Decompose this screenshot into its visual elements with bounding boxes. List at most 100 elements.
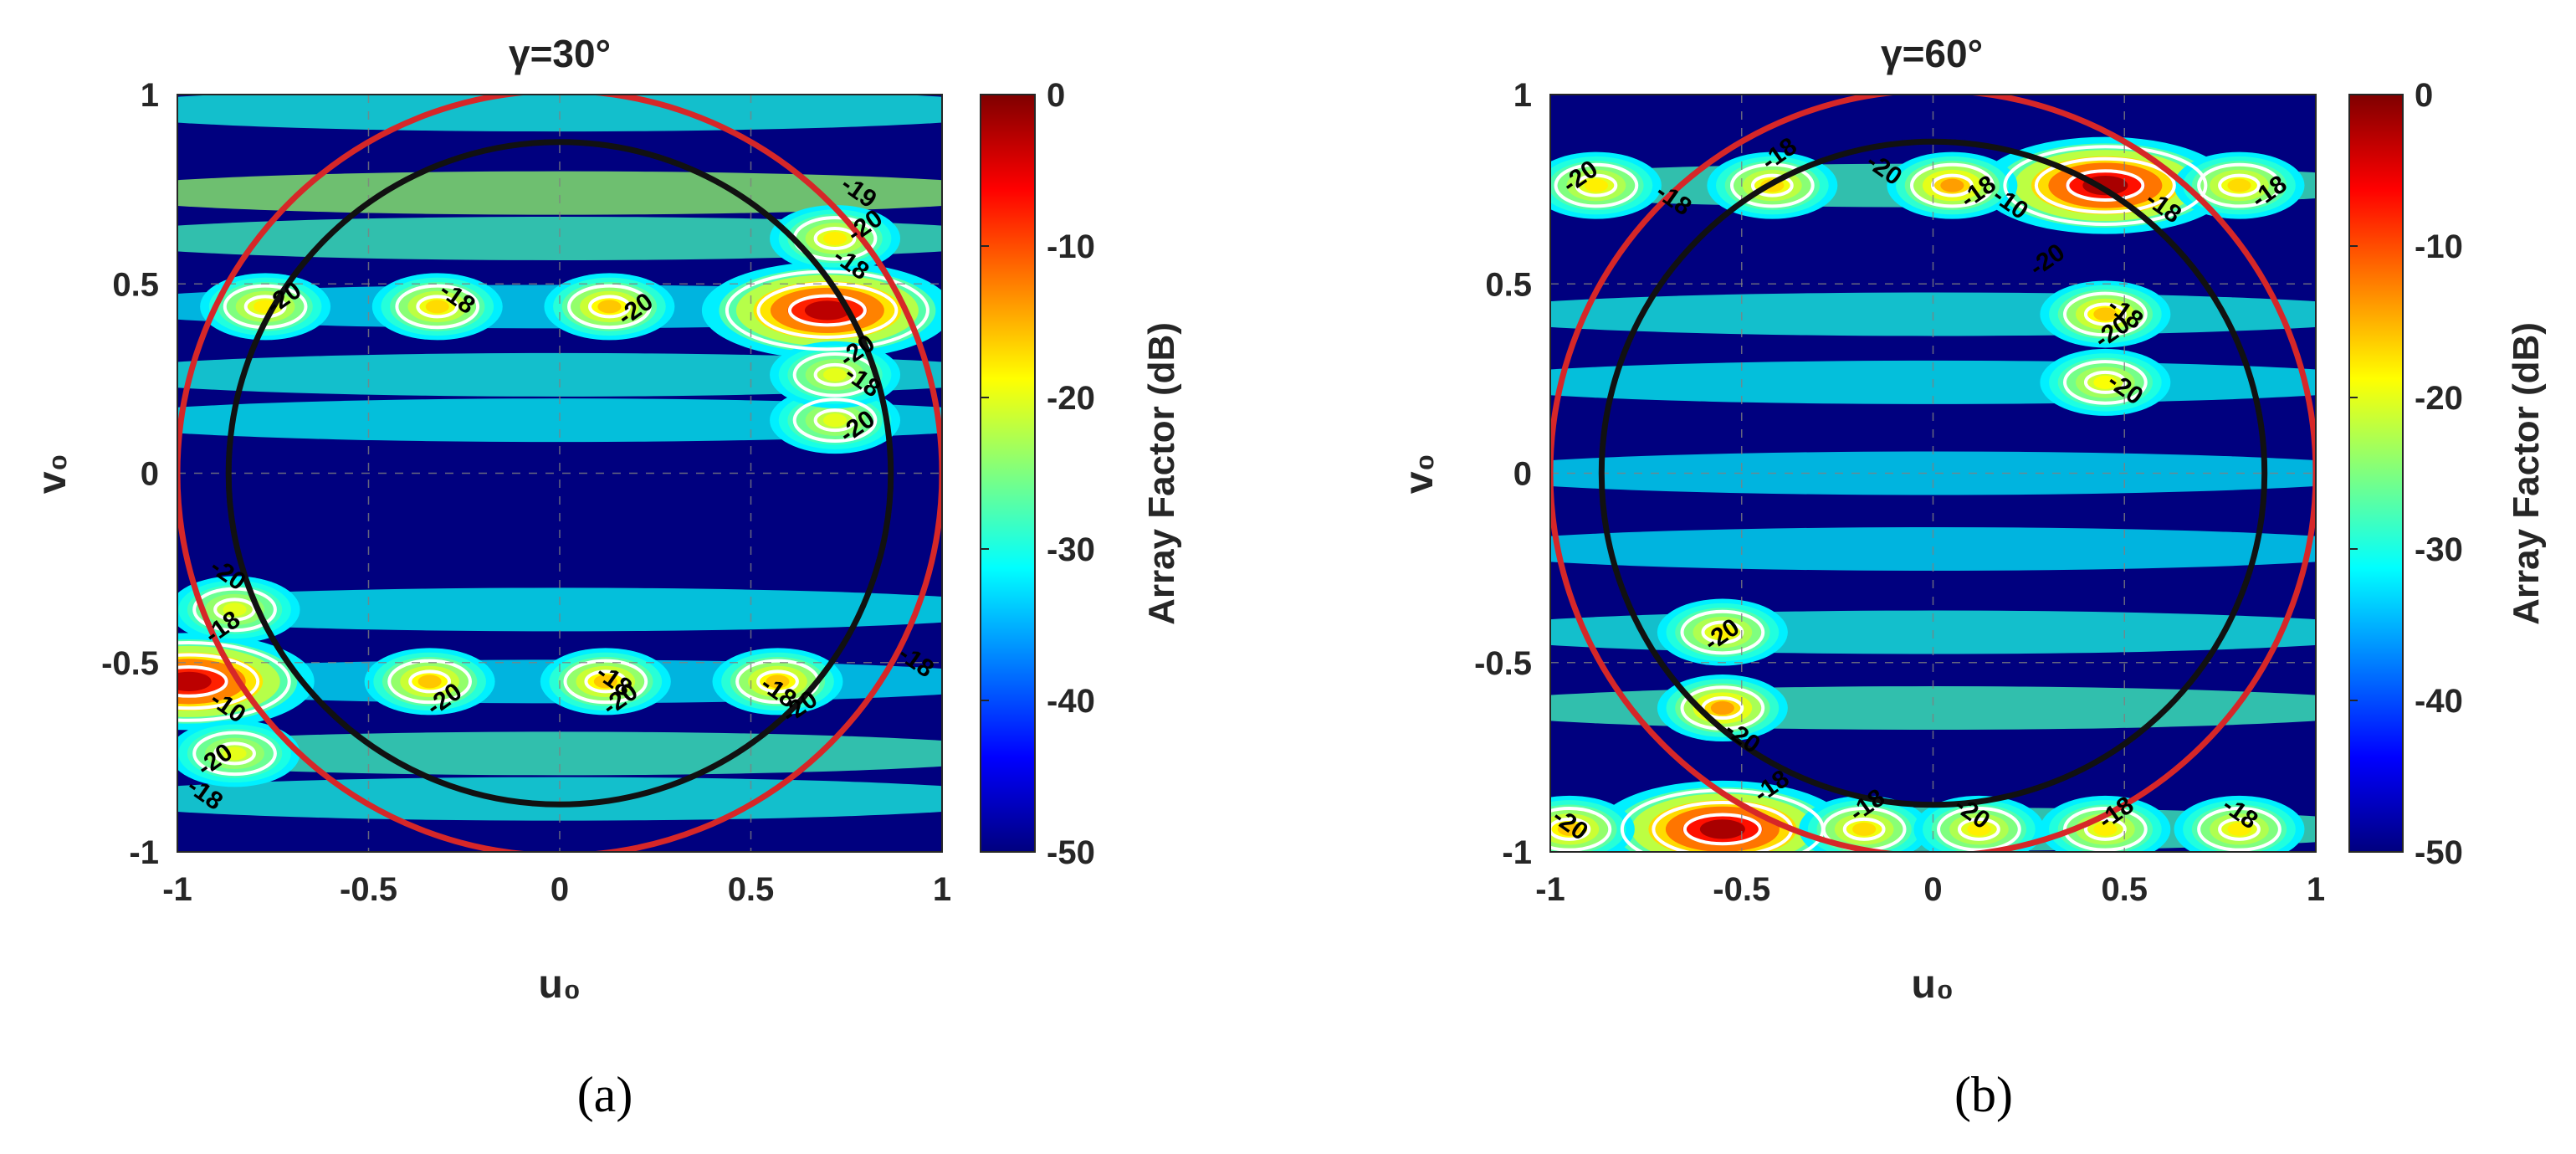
contour-line [192, 587, 277, 633]
contour-line [588, 295, 631, 319]
contour-line [2003, 145, 2208, 227]
contours [1550, 145, 2282, 852]
contour-line [756, 282, 899, 339]
lobe-level [2227, 822, 2251, 836]
y-tick-label: 0.5 [112, 266, 159, 303]
y-axis-label: v₀ [1397, 454, 1442, 494]
lobe-level [804, 300, 850, 321]
contour-line [213, 598, 256, 622]
contour-line [2218, 173, 2261, 197]
colorbar-tick-label: -50 [1047, 834, 1095, 871]
y-tick-label: -1 [1502, 834, 1532, 871]
y-tick-label: 0 [1513, 456, 1532, 493]
contour-line [813, 362, 857, 387]
lobe-level [1967, 822, 1991, 836]
colorbar-tick-label: 0 [2415, 77, 2433, 114]
x-tick-label: -0.5 [340, 871, 397, 908]
y-tick-label: 0 [141, 456, 159, 493]
contour-line [177, 640, 291, 722]
contour-line [1554, 162, 1639, 208]
y-tick-label: -0.5 [1474, 645, 1532, 682]
contour-line [756, 669, 799, 694]
x-tick-label: 1 [933, 871, 951, 908]
contour-line [1842, 817, 1886, 841]
contour-line [813, 226, 857, 250]
sidelobe-band [1550, 686, 2316, 731]
colorbar-scale [980, 94, 1036, 853]
lobe-level [1710, 701, 1734, 715]
contour-line [787, 294, 867, 327]
contour-line [1937, 807, 2021, 852]
y-tick-label: 0.5 [1485, 266, 1532, 303]
lobe-level [2093, 307, 2118, 321]
contour-line [192, 731, 277, 777]
colorbar-tick-label: 0 [1047, 77, 1065, 114]
chart-title: γ=60° [1881, 32, 1983, 75]
x-tick-label: 0 [1923, 871, 1942, 908]
contour-line [2083, 817, 2127, 841]
contour-line [395, 284, 480, 330]
x-tick-label: 0.5 [728, 871, 775, 908]
x-axis-label: u₀ [1912, 962, 1954, 1007]
contour-line [416, 295, 459, 319]
colorbar: 0 -10 -20 -30 -40 -50 Array Factor (dB) [2348, 77, 2547, 871]
colorbar-scale [2348, 94, 2404, 853]
lobe-level [1940, 178, 1964, 192]
contour-line [1550, 817, 1591, 841]
lobe-level [593, 674, 617, 689]
lobe-level [823, 367, 848, 382]
lobe [2040, 348, 2171, 416]
scan-limit-circle [225, 139, 894, 808]
contour-line [1680, 609, 1765, 655]
lobe-level [2093, 375, 2118, 389]
colorbar-ticks: 0 -10 -20 -30 -40 -50 [981, 77, 1095, 871]
caption-b: (b) [1954, 1067, 2013, 1122]
lobe [1550, 151, 1662, 219]
lobe-level [2093, 822, 2118, 836]
lobe-level [223, 603, 247, 617]
contour-line [1575, 173, 1618, 197]
lobe [701, 261, 942, 359]
lobe [371, 273, 503, 341]
contour-line [2197, 807, 2282, 852]
lobe-level [1710, 625, 1734, 639]
x-axis-label: u₀ [539, 962, 581, 1007]
lobe-level [177, 671, 212, 691]
y-tick-label: 1 [141, 77, 159, 114]
chart-panel-a: γ=30° -20 -18 -20-19-20-18-20-18-20-20-18-… [30, 32, 1182, 1122]
contour-line [2063, 360, 2148, 405]
lobe-level [1699, 819, 1745, 839]
contour-line [563, 659, 648, 705]
lobe-level [417, 674, 442, 689]
x-tick-label: 0 [551, 871, 569, 908]
colorbar: 0 -10 -20 -30 -40 -50 Array Factor (dB) [980, 77, 1182, 871]
colorbar-tick-label: -20 [2415, 380, 2463, 417]
plot-frame [177, 94, 943, 853]
lobe-level [597, 300, 622, 314]
lobe-level [1584, 178, 1608, 192]
contour-line [2063, 807, 2148, 852]
plot-area: -20 -18 -20-19-20-18-20-18-20-20-18-10-20-… [177, 95, 942, 852]
plot-area: -20-18-18 -20-18-10-20-18 -18-18-20-20-20-… [1550, 95, 2316, 852]
lobe-level [823, 413, 848, 428]
colorbar-tick-label: -50 [2415, 834, 2463, 871]
grid-lines [1550, 95, 2316, 852]
colorbar-tick-label: -30 [2415, 531, 2463, 568]
lobe-level [1557, 822, 1581, 836]
caption-a: (a) [577, 1067, 633, 1122]
contour-line [1729, 162, 1815, 208]
contour-line [408, 669, 452, 694]
grid-lines [177, 95, 942, 852]
lobe [177, 720, 300, 787]
y-tick-labels: -1 -0.5 0 0.5 1 [101, 77, 159, 871]
contour-line [584, 669, 627, 694]
lobe-level [425, 300, 449, 314]
y-axis-label: v₀ [30, 454, 74, 494]
y-tick-label: -1 [129, 834, 159, 871]
lobe-level [766, 674, 790, 689]
lobe-level [2227, 178, 2251, 192]
contour-line [813, 408, 857, 433]
contour-line [2066, 169, 2145, 203]
lobe-level [223, 746, 247, 761]
